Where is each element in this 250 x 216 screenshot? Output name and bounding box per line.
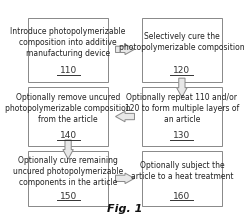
Text: 160: 160 <box>173 192 190 201</box>
Text: 150: 150 <box>60 192 77 201</box>
FancyBboxPatch shape <box>142 151 222 206</box>
Polygon shape <box>116 111 134 122</box>
Text: 120: 120 <box>173 66 190 75</box>
Text: Introduce photopolymerizable
composition into additive
manufacturing device: Introduce photopolymerizable composition… <box>10 27 126 58</box>
FancyBboxPatch shape <box>28 18 108 83</box>
Polygon shape <box>116 173 134 184</box>
Polygon shape <box>177 78 187 97</box>
FancyBboxPatch shape <box>142 18 222 83</box>
Polygon shape <box>116 44 134 55</box>
FancyBboxPatch shape <box>28 151 108 206</box>
Text: Selectively cure the
photopolymerizable composition: Selectively cure the photopolymerizable … <box>119 32 245 52</box>
Text: 130: 130 <box>173 131 190 140</box>
Polygon shape <box>63 140 73 159</box>
Text: Optionally remove uncured
photopolymerizable composition
from the article: Optionally remove uncured photopolymeriz… <box>5 93 131 124</box>
Text: Optionally repeat 110 and/or
120 to form multiple layers of
an article: Optionally repeat 110 and/or 120 to form… <box>125 93 239 124</box>
FancyBboxPatch shape <box>142 87 222 146</box>
FancyBboxPatch shape <box>28 87 108 146</box>
Text: 110: 110 <box>60 66 77 75</box>
Text: 140: 140 <box>60 131 77 140</box>
Text: Optionally cure remaining
uncured photopolymerizable
components in the article: Optionally cure remaining uncured photop… <box>13 156 123 187</box>
Text: Optionally subject the
article to a heat treatment: Optionally subject the article to a heat… <box>131 161 233 181</box>
Text: Fig. 1: Fig. 1 <box>107 203 143 214</box>
